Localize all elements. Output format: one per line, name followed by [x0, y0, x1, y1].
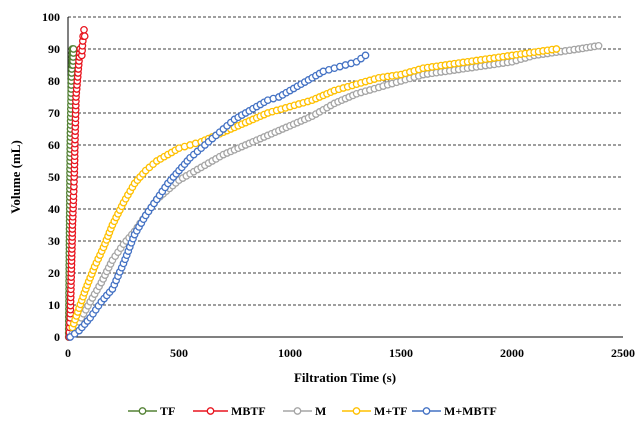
data-point-mbtf	[80, 32, 89, 41]
data-point-m-mbtf	[361, 51, 370, 60]
x-tick-label: 500	[170, 346, 188, 360]
x-tick-label: 1500	[389, 346, 413, 360]
legend-item-m-tf: M+TF	[342, 404, 408, 418]
series-layer	[64, 25, 603, 341]
y-axis-title: Volume (mL)	[8, 140, 23, 214]
legend-item-tf: TF	[128, 404, 175, 418]
data-point-mbtf	[80, 25, 88, 34]
legend-item-m-mbtf: M+MBTF	[412, 404, 497, 418]
legend-item-mbtf: MBTF	[193, 404, 266, 418]
legend-label: M+TF	[374, 404, 408, 418]
y-tick-label: 20	[48, 266, 60, 280]
data-point-tf	[69, 45, 78, 53]
series-m	[68, 41, 603, 338]
y-tick-label: 10	[48, 298, 60, 312]
y-tick-label: 50	[48, 170, 60, 184]
legend-marker	[293, 407, 302, 415]
y-tick-label: 40	[48, 202, 60, 216]
data-point-m-tf	[552, 45, 561, 53]
legend-label: M+MBTF	[444, 404, 497, 418]
y-tick-label: 70	[48, 106, 60, 120]
y-tick-label: 0	[54, 330, 60, 344]
grid	[68, 16, 623, 306]
legend-label: MBTF	[231, 404, 266, 418]
series-mbtf	[65, 25, 89, 341]
y-tick-label: 80	[48, 74, 60, 88]
legend-marker	[138, 407, 147, 415]
y-tick-label: 100	[42, 10, 60, 24]
series-line-m-tf	[71, 48, 557, 328]
x-tick-label: 2500	[611, 346, 635, 360]
x-tick-label: 2000	[500, 346, 524, 360]
x-tick-label: 0	[65, 346, 71, 360]
data-point-m	[594, 41, 603, 50]
x-tick-label: 1000	[278, 346, 302, 360]
y-tick-label: 60	[48, 138, 60, 152]
y-tick-label: 30	[48, 234, 60, 248]
legend-item-m: M	[283, 404, 326, 418]
y-tick-label: 90	[48, 42, 60, 56]
legend-marker	[422, 407, 431, 415]
x-axis-title: Filtration Time (s)	[294, 370, 396, 385]
legend-label: M	[315, 404, 326, 418]
legend-marker	[352, 407, 361, 415]
legend-label: TF	[160, 404, 175, 418]
legend: TF MBTF M M+TF M+MBTF	[128, 404, 497, 418]
series-m-tf	[68, 45, 561, 332]
series-m-mbtf	[66, 51, 370, 341]
legend-marker	[206, 407, 215, 415]
